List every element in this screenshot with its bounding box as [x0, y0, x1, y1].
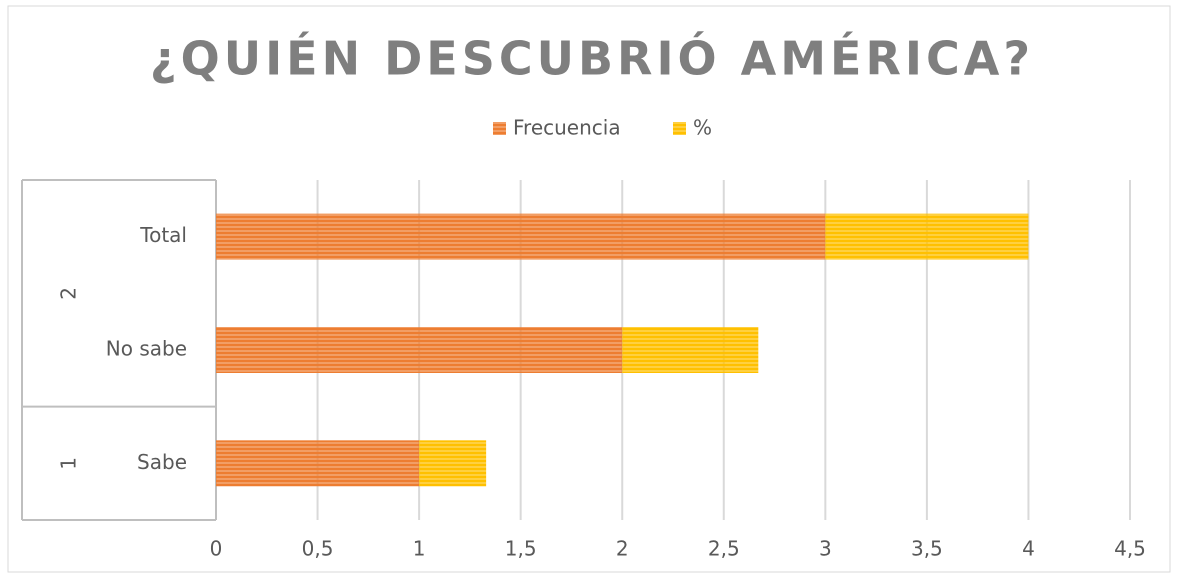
x-tick-label: 3,5	[911, 537, 943, 561]
bar	[622, 327, 759, 373]
legend-label: Frecuencia	[513, 116, 621, 140]
x-tick-label: 2	[616, 537, 629, 561]
group-label: 2	[57, 287, 81, 300]
bar	[216, 327, 623, 373]
bar	[216, 440, 420, 487]
chart-title: ¿QUIÉN DESCUBRIÓ AMÉRICA?	[150, 32, 1034, 86]
group-label: 1	[57, 457, 81, 470]
x-tick-label: 2,5	[708, 537, 740, 561]
y-tick-label: No sabe	[106, 337, 187, 361]
bar	[419, 440, 487, 487]
x-tick-label: 1,5	[505, 537, 537, 561]
bar	[216, 213, 826, 260]
y-tick-label: Total	[139, 223, 187, 247]
y-tick-label: Sabe	[137, 450, 187, 474]
chart-border	[7, 5, 1171, 573]
legend-swatch	[493, 122, 506, 135]
x-tick-label: 1	[413, 537, 426, 561]
x-tick-label: 4	[1022, 537, 1035, 561]
legend-swatch	[673, 122, 686, 135]
x-tick-label: 0,5	[302, 537, 334, 561]
legend-label: %	[693, 116, 712, 140]
bar	[825, 213, 1029, 260]
x-tick-label: 0	[210, 537, 223, 561]
x-tick-label: 3	[819, 537, 832, 561]
x-tick-label: 4,5	[1114, 537, 1146, 561]
